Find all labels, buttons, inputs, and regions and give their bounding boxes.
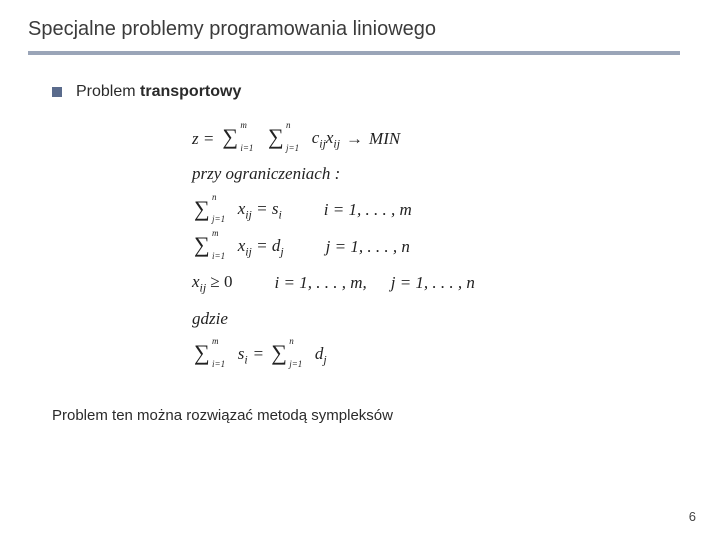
bullet-prefix: Problem [76,83,140,100]
range-j: j = 1, . . . , n [326,236,410,259]
bullet-text: Problem transportowy [76,83,241,101]
constraint-demand: ∑ m i=1 xij = dj j = 1, . . . , n [192,235,720,259]
square-bullet-icon [52,87,62,97]
range-j2: j = 1, . . . , n [391,272,475,295]
math-formulas: z = ∑ m i=1 ∑ n j=1 cijxij → MIN [52,127,720,367]
min-label: MIN [369,128,400,151]
sigma-icon: ∑ n j=1 [194,199,210,219]
arrow: → [346,128,363,151]
bullet-emph: transportowy [140,83,241,100]
bullet-item: Problem transportowy [52,83,720,101]
sigma-icon: ∑ m i=1 [194,343,210,363]
page-number: 6 [689,509,696,524]
range-i2: i = 1, . . . , m, [275,272,367,295]
slide-title: Specjalne problemy programowania liniowe… [0,0,720,51]
term-dj: dj [315,343,327,367]
content-region: Problem transportowy z = ∑ m i=1 ∑ n j=1 [0,55,720,367]
balance-equation: ∑ m i=1 si = ∑ n j=1 dj [192,343,720,367]
sigma-icon: ∑ m i=1 [194,235,210,255]
constraints-label: przy ograniczeniach : [192,163,720,186]
term-xij-eq-si: xij = si [238,198,282,222]
term-xij-eq-dj: xij = dj [238,235,284,259]
sigma-icon: ∑ m i=1 [222,127,238,147]
range-i: i = 1, . . . , m [324,199,412,222]
equals: = [254,343,264,366]
sigma-icon: ∑ n j=1 [268,127,284,147]
constraint-supply: ∑ n j=1 xij = si i = 1, . . . , m [192,198,720,222]
sigma-icon: ∑ n j=1 [271,343,287,363]
objective-line: z = ∑ m i=1 ∑ n j=1 cijxij → MIN [192,127,720,151]
footer-note: Problem ten można rozwiązać metodą sympl… [0,379,720,424]
constraint-nonneg: xij ≥ 0 i = 1, . . . , m, j = 1, . . . ,… [192,271,720,295]
term-si: si [238,343,248,367]
term-xij-geq-0: xij ≥ 0 [192,271,233,295]
where-label: gdzie [192,308,720,331]
z-equals: z = [192,128,214,151]
term-cij-xij: cijxij [312,127,340,151]
